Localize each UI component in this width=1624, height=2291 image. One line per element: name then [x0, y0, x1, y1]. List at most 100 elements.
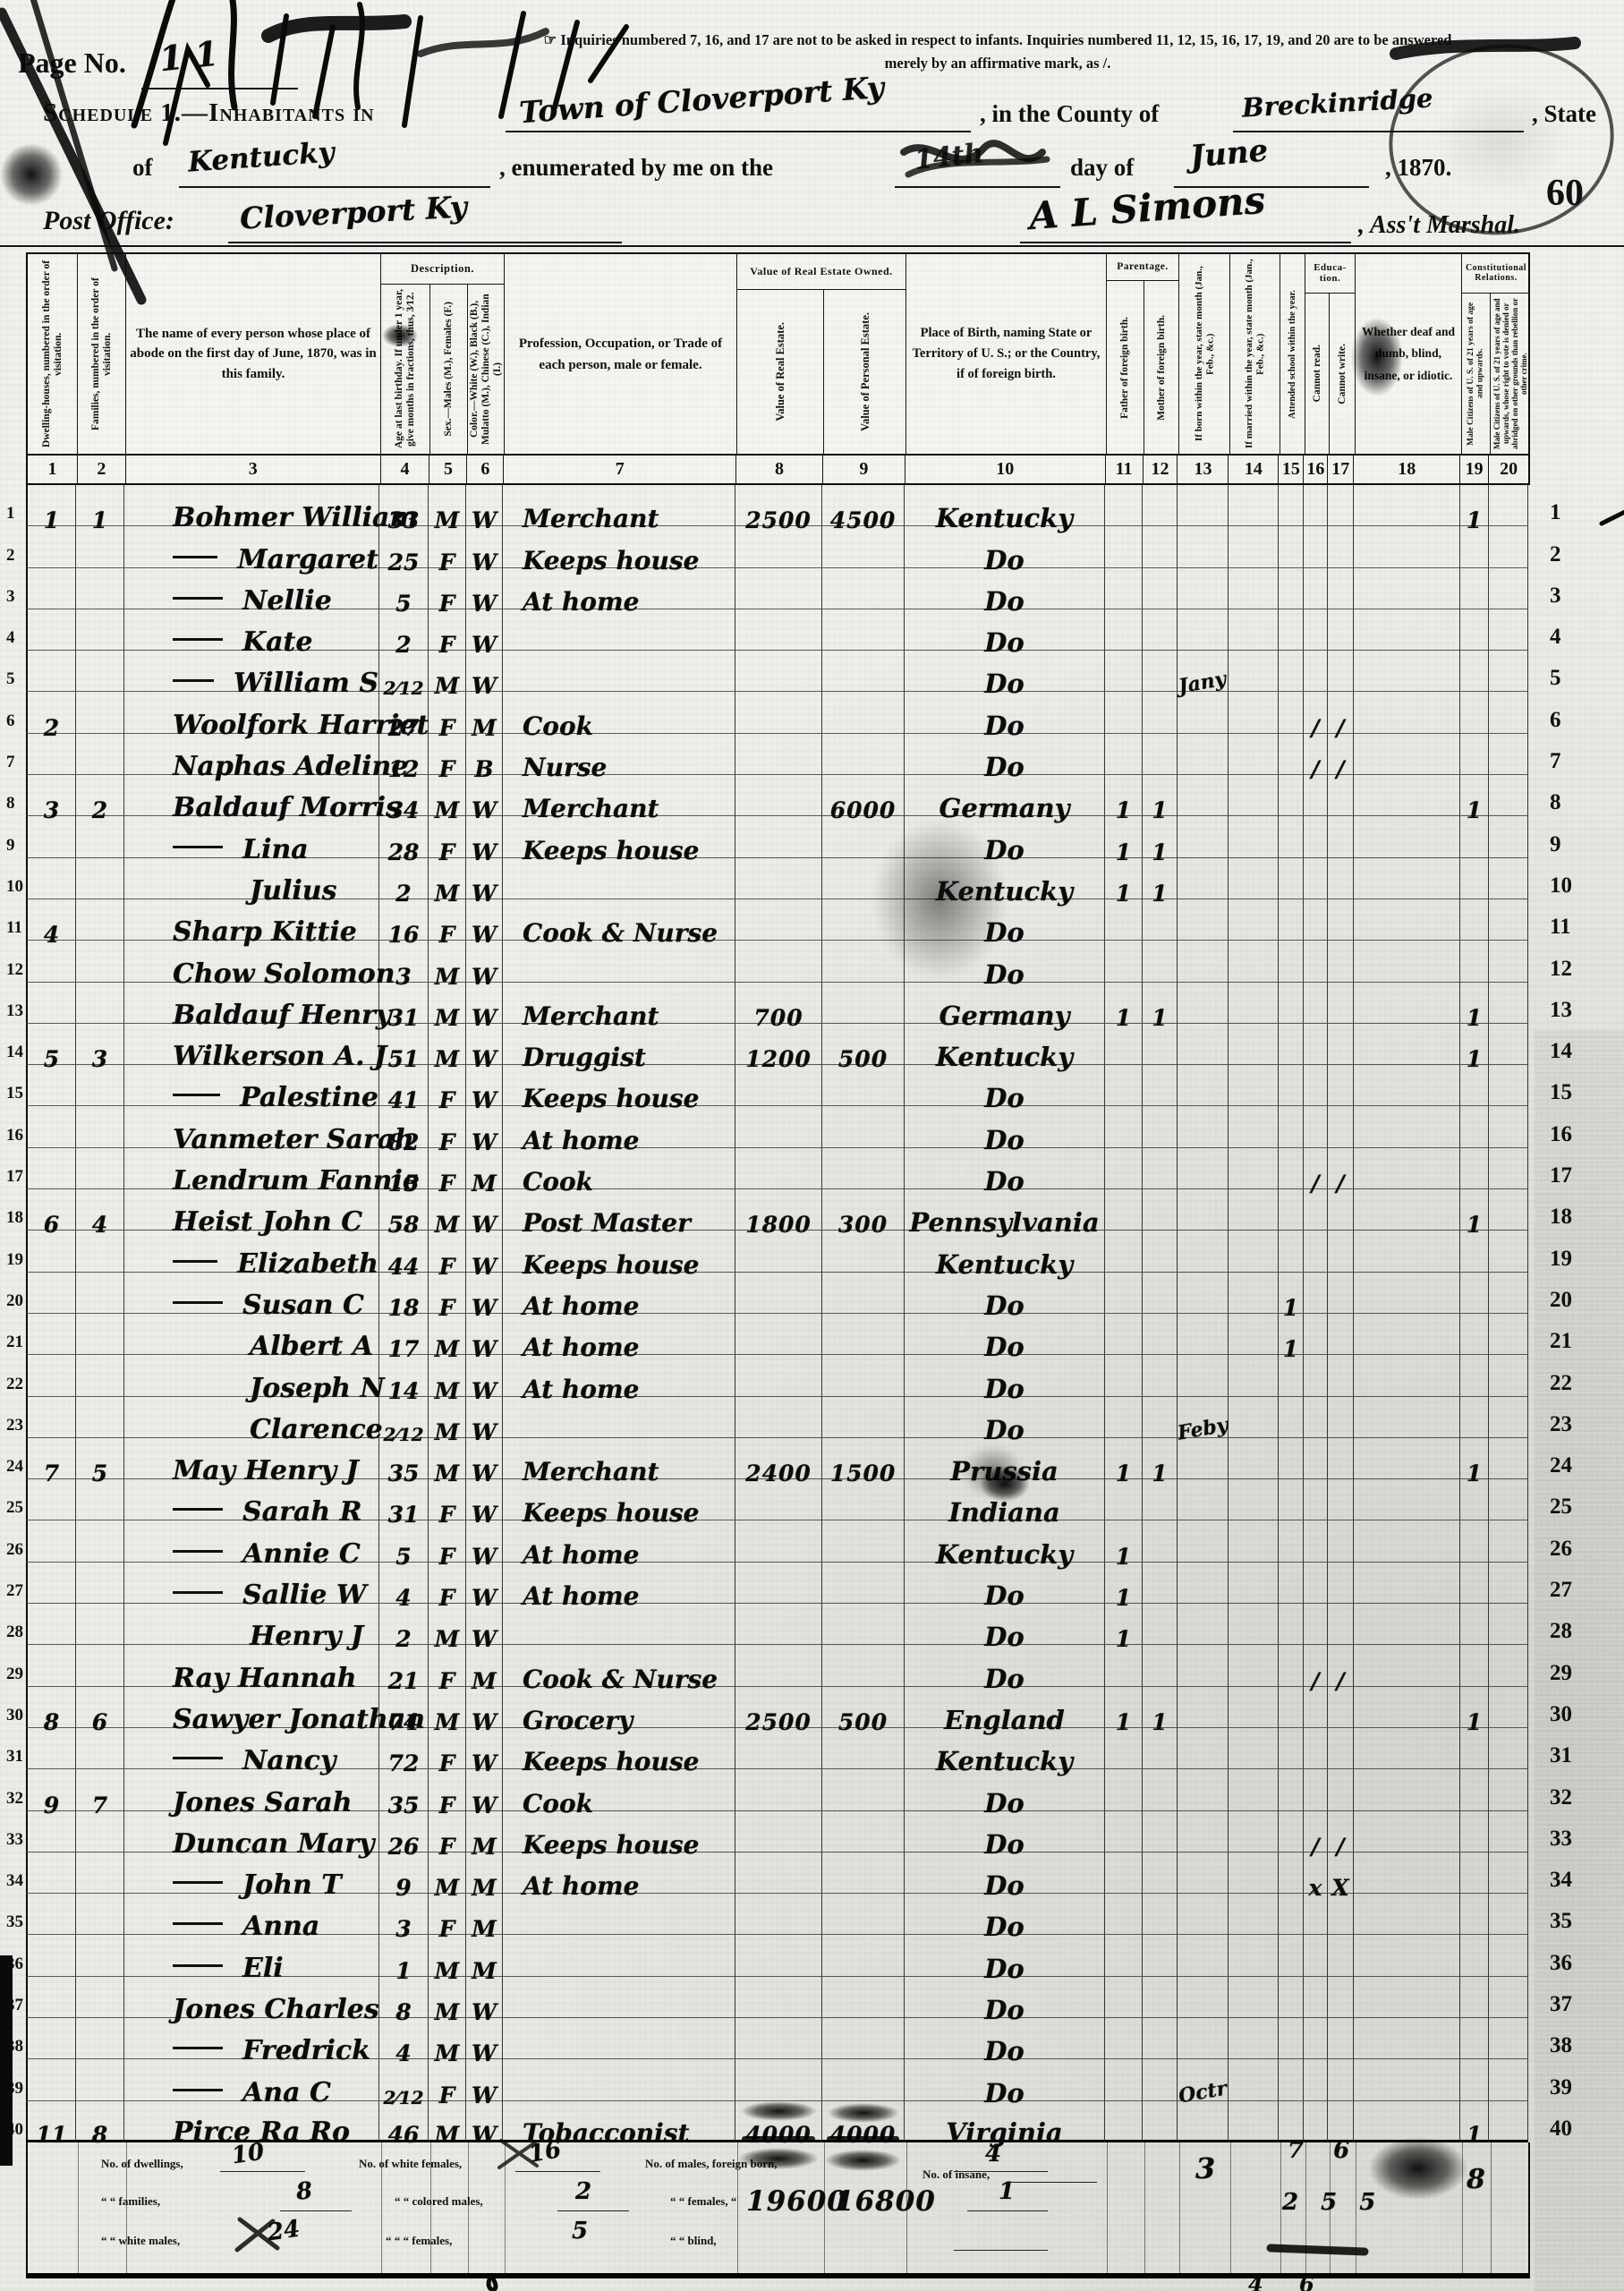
- enumerated-label: , enumerated by me on the: [499, 154, 773, 181]
- cell-sex: M: [429, 485, 466, 533]
- cell-disability: [1354, 899, 1460, 941]
- cell-cannot-write: [1328, 1562, 1354, 1605]
- cell-disability: [1354, 567, 1460, 609]
- cell-birthplace: Do: [905, 1313, 1105, 1362]
- cell-family-no: [76, 567, 124, 609]
- cell-dwelling-no: [26, 567, 76, 609]
- state-value: Kentucky: [186, 136, 336, 179]
- cell-real-estate: [735, 1562, 822, 1605]
- cell-real-estate: 1800: [735, 1189, 822, 1238]
- cell-family-no: 2: [76, 775, 124, 823]
- cell-vote-denied: [1489, 1272, 1528, 1314]
- cell-disability: [1354, 2100, 1460, 2142]
- cell-disability: [1354, 1106, 1460, 1148]
- cell-real-estate: [735, 2059, 822, 2101]
- cell-cannot-read: [1304, 1604, 1328, 1646]
- cell-name: Nancy: [124, 1727, 379, 1776]
- cell-mother-foreign: [1143, 2100, 1178, 2142]
- cell-disability: [1354, 1935, 1460, 1977]
- cell-father-foreign: [1105, 609, 1143, 652]
- cell-occupation: Merchant: [503, 982, 735, 1031]
- cell-personal-estate: [822, 733, 905, 776]
- cell-married-month: [1229, 1231, 1279, 1273]
- cell-married-month: [1229, 567, 1279, 609]
- cell-family-no: [76, 1810, 124, 1852]
- cell-born-month: [1178, 1810, 1229, 1852]
- group-parentage: Parentage.: [1107, 254, 1179, 281]
- cell-sex: M: [429, 2017, 466, 2066]
- cell-born-month: [1178, 816, 1229, 858]
- cell-family-no: [76, 941, 124, 983]
- cell-name: Sallie W: [124, 1562, 379, 1611]
- marshal-signature: A L Simons: [1027, 177, 1267, 239]
- ink-smudge-birthplace: [872, 819, 1007, 980]
- cell-dwelling-no: [26, 1396, 76, 1438]
- cell-name: Annie C: [124, 1520, 379, 1570]
- cell-birthplace: Do: [905, 1769, 1105, 1818]
- cell-name: Ray Hannah: [124, 1645, 379, 1694]
- ink-blob-row40-personal: [828, 2103, 899, 2123]
- cell-cannot-write: [1328, 1727, 1354, 1770]
- cell-personal-estate: [822, 1562, 905, 1605]
- cell-occupation: At home: [503, 567, 735, 617]
- footer-families-label: “ “ families,: [101, 2194, 161, 2208]
- cell-family-no: [76, 1727, 124, 1770]
- cell-color: W: [466, 485, 503, 533]
- footer-col19-mark: 8: [1467, 2164, 1485, 2195]
- cell-real-estate: [735, 567, 822, 609]
- cell-family-no: [76, 982, 124, 1024]
- cell-color: M: [466, 1810, 503, 1860]
- cell-male-citizen: [1460, 692, 1489, 734]
- cell-father-foreign: [1105, 1023, 1143, 1066]
- cell-cannot-read: /: [1304, 692, 1328, 741]
- cell-real-estate: [735, 1727, 822, 1770]
- line-number-right: 31: [1528, 1728, 1624, 1769]
- table-row: 4 Kate 2 F W Do 4: [0, 609, 1624, 658]
- table-row: 6 2 Woolfork Harriet 27 F M Cook Do //6: [0, 692, 1624, 741]
- cell-age: 2⁄12: [379, 651, 429, 699]
- cell-real-estate: [735, 1065, 822, 1107]
- cell-sex: F: [429, 1106, 466, 1155]
- cell-sex: F: [429, 1769, 466, 1818]
- cell-personal-estate: [822, 1355, 905, 1397]
- footer-col13-mark: 3: [1195, 2151, 1216, 2185]
- col-header-7: Profession, Occupation, or Trade of each…: [505, 254, 737, 454]
- cell-school: 1: [1279, 1272, 1304, 1321]
- cell-father-foreign: [1105, 1727, 1143, 1770]
- line-number-left: 22: [6, 1374, 23, 1393]
- cell-personal-estate: [822, 1935, 905, 1977]
- cell-cannot-read: [1304, 1520, 1328, 1563]
- cell-family-no: 4: [76, 1189, 124, 1238]
- col-header-10: Place of Birth, naming State or Territor…: [906, 254, 1107, 454]
- cell-cannot-write: [1328, 1686, 1354, 1728]
- cell-born-month: [1178, 1272, 1229, 1314]
- cell-cannot-read: [1304, 1727, 1328, 1770]
- footer-females-foreign-label: “ “ females, “: [670, 2194, 737, 2208]
- ink-blob-footer-real: [738, 2148, 819, 2169]
- cell-name: Fredrick: [124, 2017, 379, 2066]
- cell-sex: F: [429, 816, 466, 865]
- cell-school: [1279, 1562, 1304, 1605]
- cell-birthplace: Do: [905, 1935, 1105, 1984]
- cell-family-no: [76, 1313, 124, 1356]
- cell-married-month: [1229, 941, 1279, 983]
- cell-dwelling-no: [26, 609, 76, 652]
- cell-school: [1279, 1520, 1304, 1563]
- cell-born-month: [1178, 1355, 1229, 1397]
- cell-disability: [1354, 1147, 1460, 1190]
- page-no-value: 1 1: [157, 32, 221, 80]
- cell-vote-denied: [1489, 1935, 1528, 1977]
- cell-occupation: Cook: [503, 1147, 735, 1197]
- cell-born-month: [1178, 1976, 1229, 2018]
- cell-mother-foreign: [1143, 1604, 1178, 1646]
- cell-vote-denied: [1489, 567, 1528, 609]
- cell-sex: F: [429, 1727, 466, 1776]
- cell-family-no: [76, 1479, 124, 1521]
- cell-dwelling-no: 5: [26, 1023, 76, 1072]
- cell-vote-denied: [1489, 1520, 1528, 1563]
- cell-birthplace: Do: [905, 733, 1105, 782]
- cell-born-month: [1178, 1147, 1229, 1190]
